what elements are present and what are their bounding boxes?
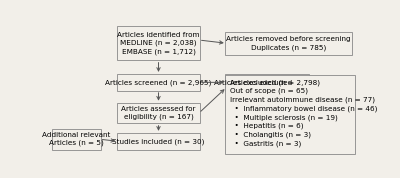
Text: Articles removed before screening
Duplicates (n = 785): Articles removed before screening Duplic… <box>226 36 351 51</box>
Text: Additional relevant
Articles (n = 5): Additional relevant Articles (n = 5) <box>42 132 110 146</box>
Text: Articles screened (n = 2,965): Articles screened (n = 2,965) <box>105 79 212 86</box>
Text: Articles excluded (n = 2,798): Articles excluded (n = 2,798) <box>214 79 320 86</box>
FancyBboxPatch shape <box>225 32 352 55</box>
Text: Articles identified from
MEDLINE (n = 2,038)
EMBASE (n = 1,712): Articles identified from MEDLINE (n = 2,… <box>117 32 200 55</box>
FancyBboxPatch shape <box>117 133 200 150</box>
Text: Articles assessed for
eligibility (n = 167): Articles assessed for eligibility (n = 1… <box>121 106 196 121</box>
FancyBboxPatch shape <box>225 75 355 154</box>
Text: Articles excluded
Out of scope (n = 65)
Irrelevant autoimmune disease (n = 77)
 : Articles excluded Out of scope (n = 65) … <box>230 80 378 147</box>
FancyBboxPatch shape <box>117 74 200 91</box>
FancyBboxPatch shape <box>225 74 309 91</box>
FancyBboxPatch shape <box>117 103 200 124</box>
FancyBboxPatch shape <box>52 129 101 150</box>
Text: Studies included (n = 30): Studies included (n = 30) <box>112 138 205 145</box>
FancyBboxPatch shape <box>117 26 200 60</box>
